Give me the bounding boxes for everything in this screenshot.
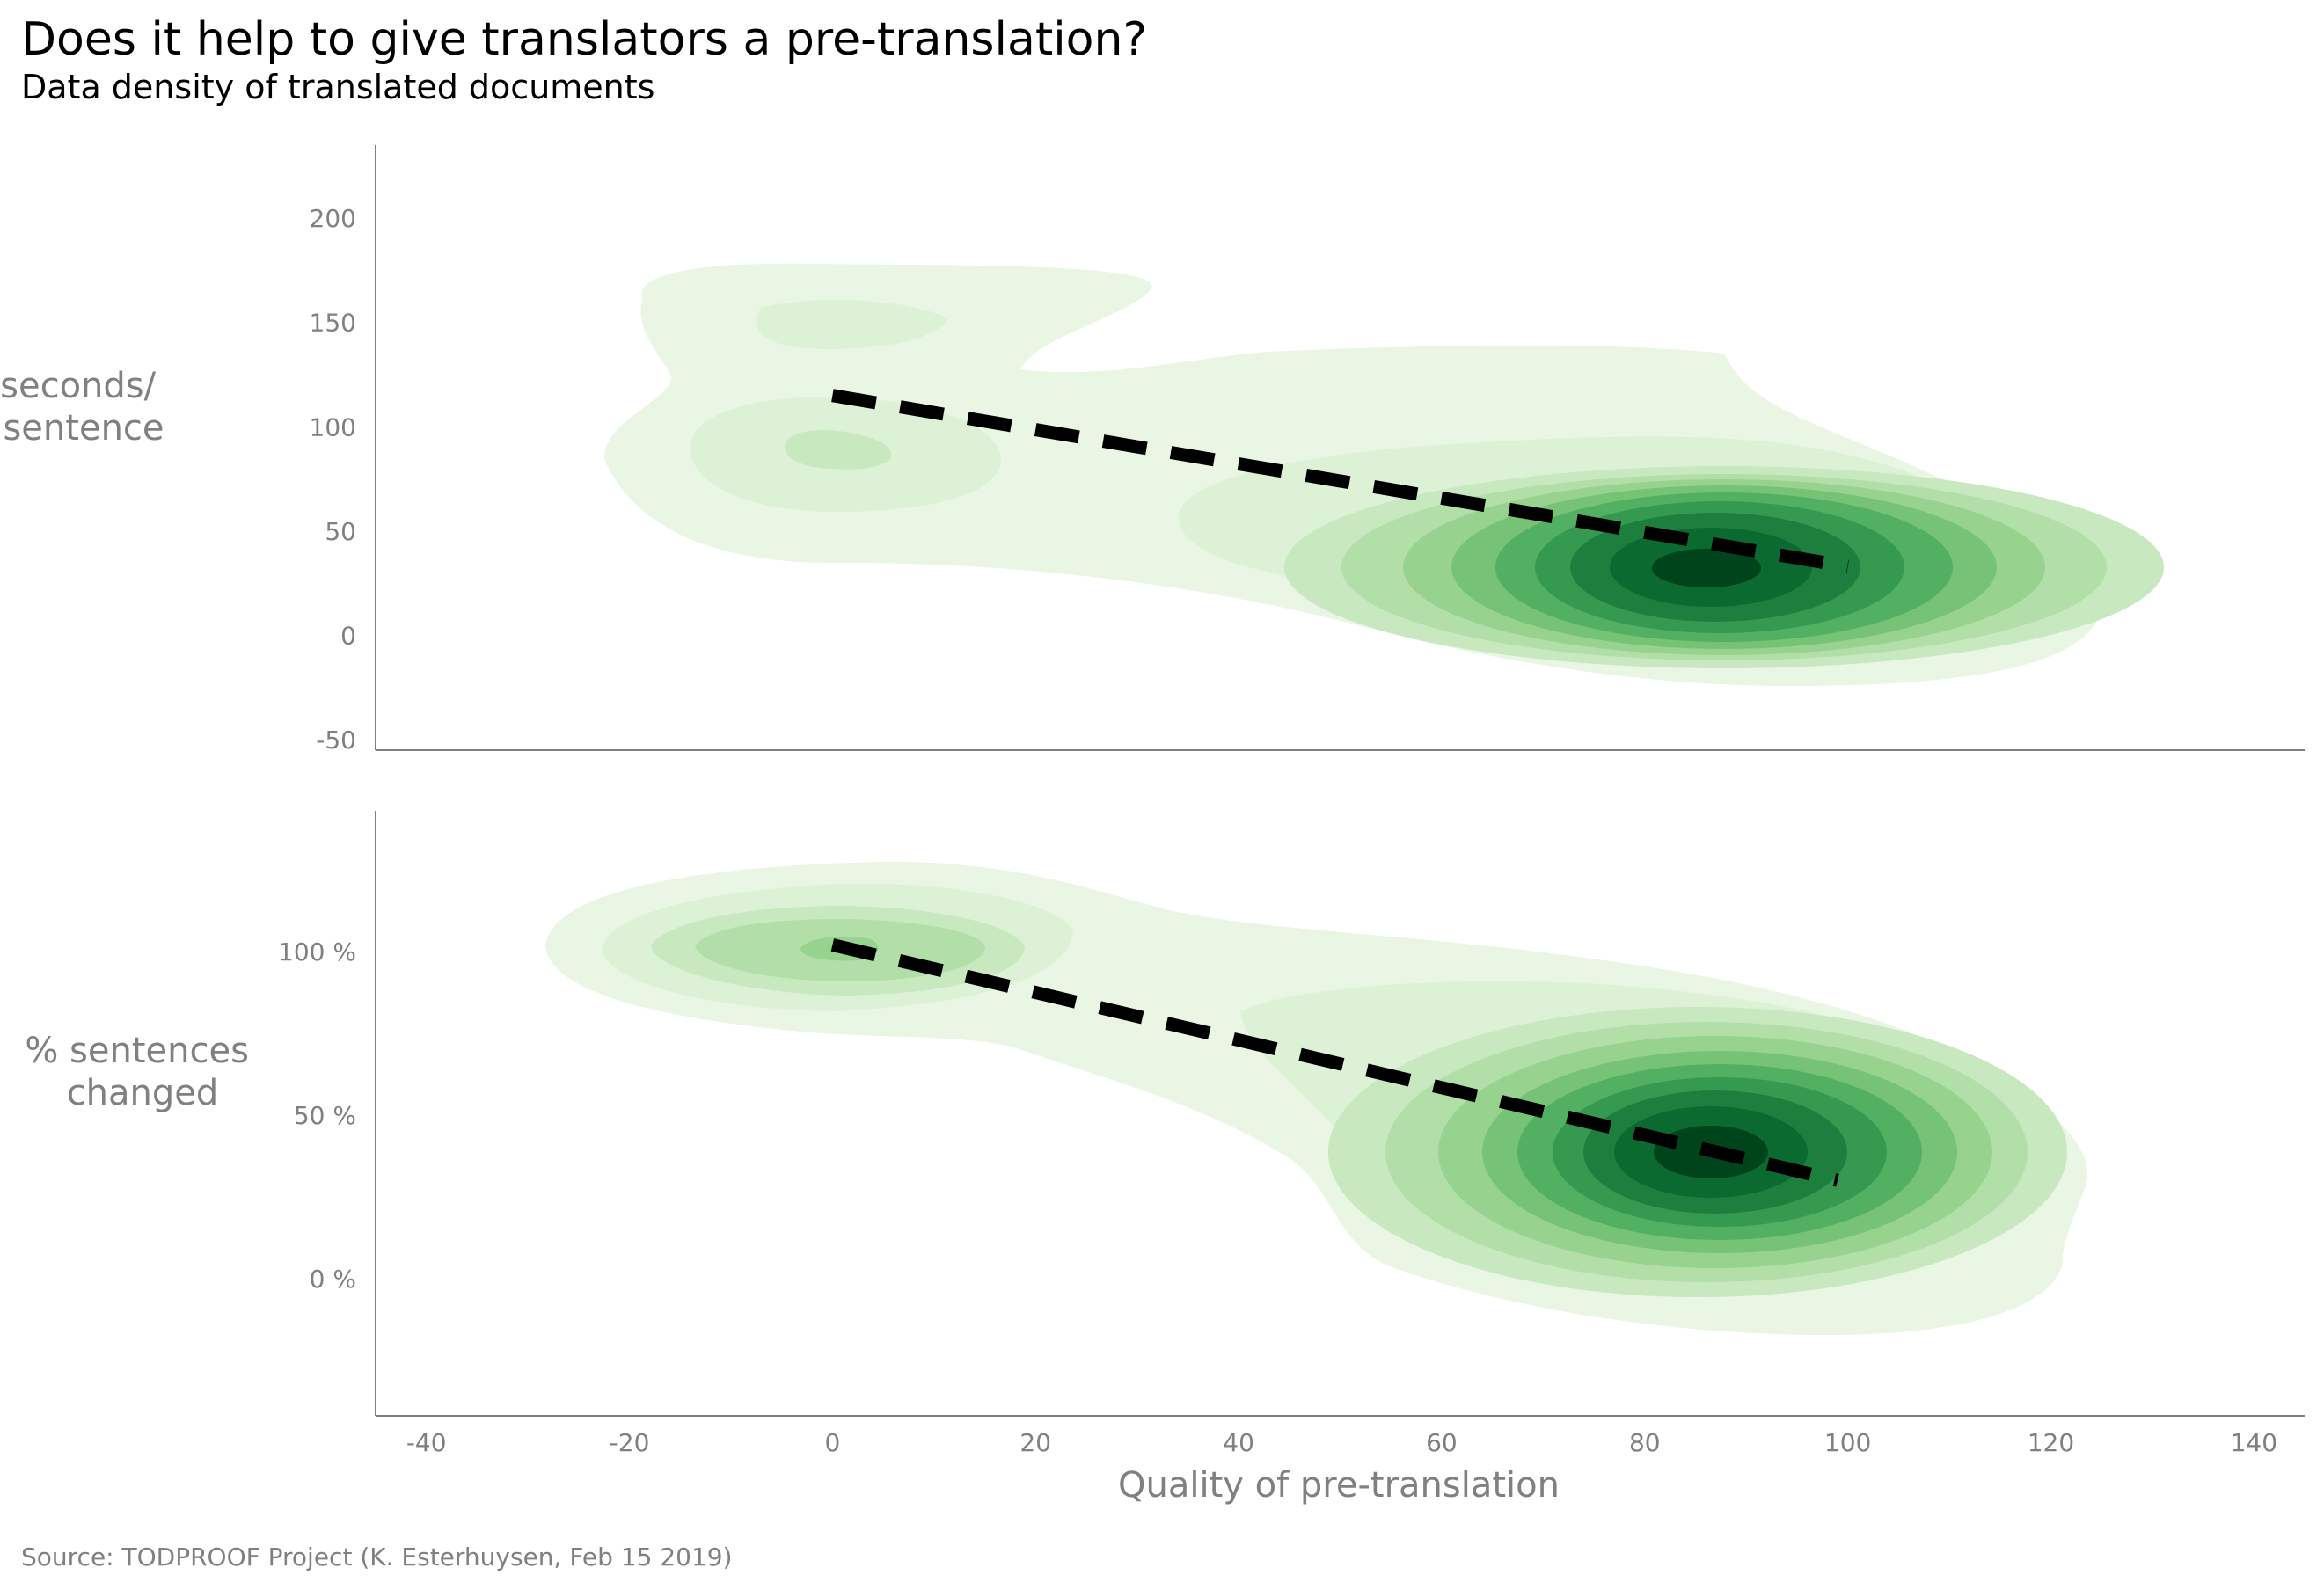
x-tick-label-0: -40 bbox=[406, 1428, 447, 1457]
y-label-bottom-line2: changed bbox=[67, 1073, 219, 1113]
chart-title: Does it help to give translators a pre-t… bbox=[21, 13, 1147, 66]
x-tick-label-3: 20 bbox=[1019, 1428, 1051, 1457]
top-contour-3 bbox=[785, 429, 892, 470]
x-tick-label-7: 100 bbox=[1824, 1428, 1871, 1457]
source-note: Source: TODPROOF Project (K. Esterhuysen… bbox=[21, 1543, 733, 1572]
x-tick-label-4: 40 bbox=[1223, 1428, 1254, 1457]
y-ticks-bottom: 0 % 50 % 100 % bbox=[278, 937, 356, 1294]
y-axis-label-bottom: % sentences changed bbox=[25, 1031, 259, 1113]
y-tick-label-top-3: 100 bbox=[310, 412, 356, 441]
y-label-top-line2: sentence bbox=[3, 408, 164, 449]
trend-line-bottom bbox=[830, 938, 1839, 1187]
panel-percent-changed: 0 % 50 % 100 % -40 -20 0 20 40 60 80 100 120 140 % … bbox=[25, 811, 2305, 1457]
density-contours-top bbox=[604, 263, 2164, 686]
trend-line-top bbox=[831, 389, 1849, 573]
top-density-level-10 bbox=[1652, 549, 1761, 587]
y-tick-label-bottom-2: 100 % bbox=[278, 937, 356, 966]
y-label-top-line1: seconds/ bbox=[0, 366, 156, 406]
density-contours-bottom bbox=[545, 861, 2087, 1336]
y-tick-label-top-4: 150 bbox=[310, 309, 356, 338]
y-ticks-top: -50 0 50 100 150 200 bbox=[310, 204, 356, 755]
y-tick-label-bottom-1: 50 % bbox=[294, 1101, 356, 1130]
x-tick-label-5: 60 bbox=[1426, 1428, 1458, 1457]
x-tick-label-1: -20 bbox=[610, 1428, 650, 1457]
y-label-bottom-line1: % sentences bbox=[25, 1031, 249, 1071]
x-tick-label-2: 0 bbox=[824, 1428, 840, 1457]
x-ticks-bottom: -40 -20 0 20 40 60 80 100 120 140 bbox=[406, 1428, 2277, 1457]
panel-seconds-per-sentence: -50 0 50 100 150 200 seconds/ sentence bbox=[0, 145, 2305, 755]
x-tick-label-6: 80 bbox=[1629, 1428, 1661, 1457]
y-tick-label-top-2: 50 bbox=[325, 517, 356, 546]
top-contour-1 bbox=[756, 299, 948, 349]
y-tick-label-top-5: 200 bbox=[310, 204, 356, 233]
x-axis-label: Quality of pre-translation bbox=[1118, 1465, 1560, 1506]
chart-subtitle: Data density of translated documents bbox=[21, 68, 654, 106]
y-axis-label-top: seconds/ sentence bbox=[0, 366, 167, 449]
y-tick-label-top-1: 0 bbox=[340, 622, 356, 651]
y-tick-label-bottom-0: 0 % bbox=[310, 1265, 356, 1294]
x-tick-label-9: 140 bbox=[2231, 1428, 2277, 1457]
x-tick-label-8: 120 bbox=[2028, 1428, 2074, 1457]
y-tick-label-top-0: -50 bbox=[316, 726, 356, 755]
